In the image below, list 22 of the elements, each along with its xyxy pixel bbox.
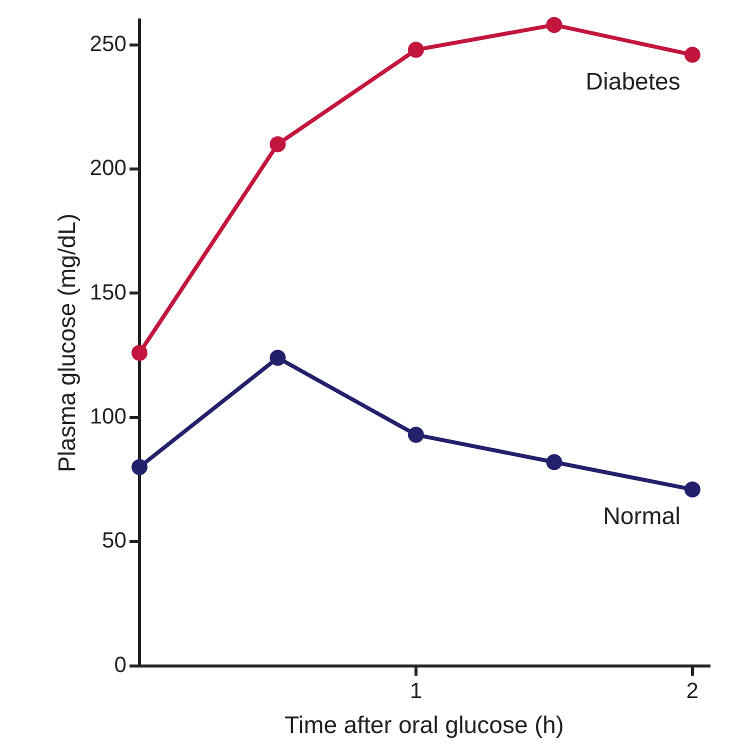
series-label: Diabetes (586, 68, 680, 96)
point (270, 350, 286, 366)
point (408, 426, 424, 443)
y-tick-label: 0 (114, 652, 127, 677)
point (546, 16, 562, 33)
y-tick-label: 250 (90, 30, 127, 56)
point (546, 454, 562, 470)
y-tick-label: 100 (90, 403, 127, 428)
y-tick-label: 200 (90, 155, 127, 180)
series-label: Normal (603, 503, 680, 530)
point (408, 42, 424, 58)
y-tick-label: 150 (90, 279, 127, 304)
point (132, 344, 148, 361)
x-tick-label: 1 (410, 678, 422, 704)
point (684, 46, 700, 63)
point (132, 459, 148, 476)
x-tick-label: 2 (686, 678, 699, 704)
y-axis-title: Plasma glucose (mg/dL) (54, 214, 82, 472)
y-tick-label: 50 (102, 528, 127, 553)
point (684, 481, 700, 498)
x-axis-title: Time after oral glucose (h) (284, 712, 564, 740)
point (270, 136, 286, 152)
